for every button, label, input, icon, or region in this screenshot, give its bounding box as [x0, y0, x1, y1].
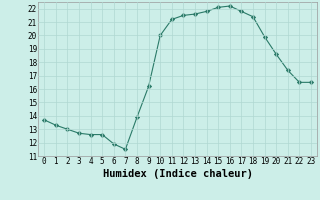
X-axis label: Humidex (Indice chaleur): Humidex (Indice chaleur): [103, 169, 252, 179]
